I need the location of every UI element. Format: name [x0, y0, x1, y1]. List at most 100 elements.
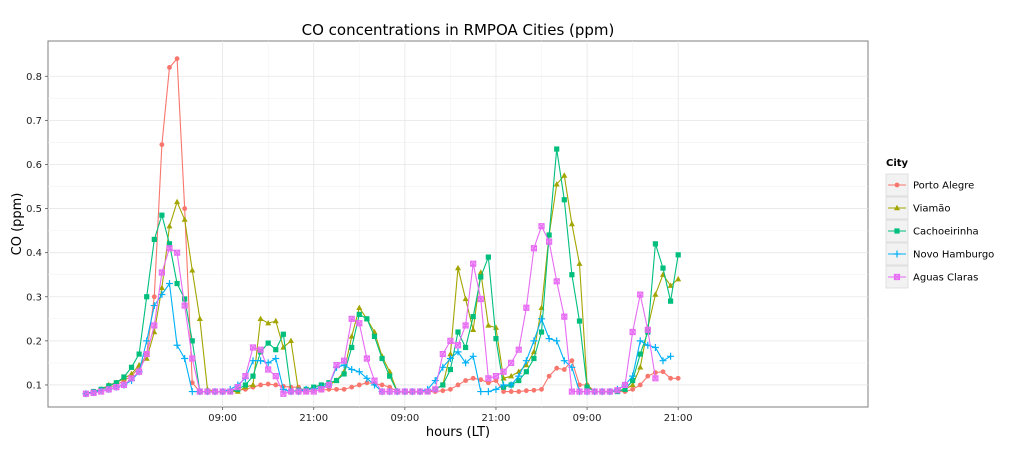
- data-point: [508, 372, 515, 379]
- data-point: [387, 373, 393, 379]
- grid: [48, 41, 868, 407]
- data-point: [554, 365, 560, 371]
- data-point: [318, 386, 325, 393]
- data-point: [546, 232, 552, 238]
- data-point: [349, 384, 355, 390]
- data-point: [501, 389, 506, 394]
- data-point: [348, 315, 355, 322]
- data-point: [553, 181, 560, 187]
- data-point: [508, 359, 515, 367]
- data-point: [196, 315, 203, 322]
- data-point: [477, 388, 485, 396]
- data-point: [401, 388, 408, 395]
- data-point: [561, 172, 568, 178]
- data-point: [409, 388, 416, 395]
- series-line: [85, 282, 671, 395]
- data-point: [173, 249, 181, 256]
- data-point: [234, 384, 241, 391]
- data-point: [364, 380, 370, 386]
- data-point: [326, 386, 332, 392]
- data-point: [523, 388, 529, 394]
- data-point: [265, 366, 272, 373]
- x-tick-label: 09:00: [208, 413, 237, 424]
- data-point: [355, 368, 363, 376]
- data-point: [454, 348, 462, 356]
- data-point: [546, 238, 553, 245]
- data-point: [181, 216, 188, 222]
- data-point: [371, 333, 378, 340]
- data-point: [516, 377, 522, 384]
- data-point: [652, 291, 659, 297]
- data-point: [151, 236, 157, 243]
- legend-key-marker: [893, 250, 901, 258]
- data-point: [227, 388, 234, 395]
- data-point: [561, 197, 567, 203]
- y-tick-label: 0.6: [26, 160, 42, 171]
- data-point: [447, 350, 454, 357]
- data-point: [272, 373, 279, 380]
- data-point: [211, 388, 219, 395]
- data-point: [561, 367, 567, 372]
- data-point: [553, 337, 561, 345]
- y-tick-label: 0.8: [26, 72, 42, 83]
- data-point: [637, 364, 644, 370]
- data-point: [484, 388, 492, 396]
- legend-label: Porto Alegre: [913, 181, 974, 192]
- data-point: [554, 146, 560, 152]
- data-point: [477, 295, 484, 303]
- data-point: [325, 381, 333, 389]
- data-point: [356, 382, 362, 388]
- data-point: [675, 375, 681, 381]
- data-point: [568, 388, 575, 395]
- data-point: [485, 375, 492, 382]
- data-point: [432, 386, 439, 393]
- data-point: [478, 377, 484, 383]
- data-point: [455, 329, 461, 335]
- y-axis-title: CO (ppm): [10, 193, 25, 256]
- series-aguas-claras: [82, 223, 659, 397]
- legend-label: Novo Hamburgo: [913, 250, 994, 261]
- data-point: [583, 388, 591, 395]
- data-point: [242, 382, 249, 388]
- data-point: [538, 315, 546, 323]
- y-tick-label: 0.1: [26, 380, 42, 391]
- data-point: [166, 223, 173, 229]
- data-point: [637, 351, 643, 357]
- x-tick-label: 09:00: [390, 413, 419, 424]
- data-point: [159, 142, 165, 148]
- data-point: [394, 388, 401, 395]
- data-point: [485, 380, 491, 386]
- data-point: [356, 320, 363, 327]
- data-point: [356, 311, 362, 317]
- data-point: [181, 302, 188, 309]
- data-point: [105, 386, 112, 393]
- data-point: [493, 336, 499, 342]
- data-point: [166, 241, 173, 247]
- data-point: [189, 267, 196, 273]
- data-point: [379, 355, 385, 362]
- data-point: [257, 346, 264, 353]
- data-point: [447, 337, 454, 344]
- data-point: [539, 386, 544, 392]
- legend-label: Viamão: [913, 204, 951, 215]
- data-point: [364, 316, 370, 322]
- data-point: [493, 378, 499, 383]
- legend-title: City: [886, 158, 909, 169]
- data-point: [675, 252, 681, 258]
- data-point: [371, 377, 378, 384]
- data-point: [530, 337, 538, 345]
- data-point: [106, 383, 112, 389]
- data-point: [439, 350, 446, 358]
- data-point: [272, 354, 280, 362]
- series-line: [85, 224, 656, 395]
- data-point: [356, 304, 363, 310]
- data-point: [448, 386, 453, 392]
- data-point: [523, 304, 530, 311]
- data-point: [576, 388, 583, 395]
- data-point: [128, 370, 135, 377]
- data-point: [470, 314, 476, 320]
- data-point: [523, 361, 530, 368]
- data-point: [523, 369, 529, 375]
- data-point: [341, 371, 347, 377]
